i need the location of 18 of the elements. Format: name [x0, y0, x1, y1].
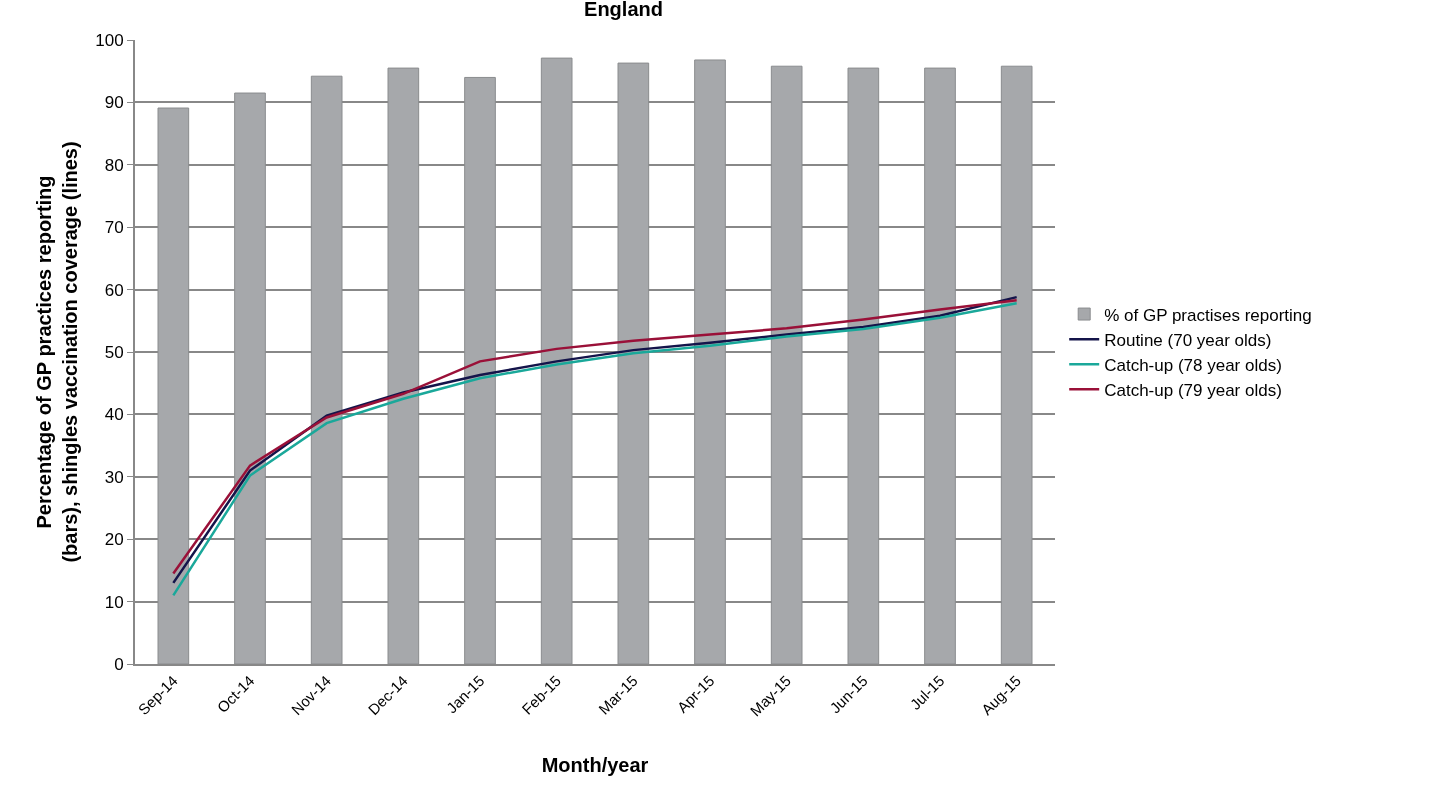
y-tick-label: 10 — [104, 592, 124, 612]
legend-label: Catch-up (79 year olds) — [1104, 380, 1282, 400]
legend-label: % of GP practises reporting — [1104, 305, 1312, 325]
y-tick-label: 30 — [104, 467, 124, 487]
y-tick-label: 80 — [104, 155, 124, 175]
y-tick-label: 70 — [104, 218, 124, 238]
chart-title: England — [584, 0, 663, 21]
y-tick-label: 40 — [104, 405, 124, 425]
y-tick-label: 100 — [95, 30, 124, 50]
y-tick-label: 90 — [104, 93, 124, 113]
y-tick-label: 0 — [114, 654, 124, 674]
y-tick-label: 20 — [104, 530, 124, 550]
legend-label: Routine (70 year olds) — [1104, 330, 1272, 350]
x-axis-title: Month/year — [541, 754, 649, 777]
y-tick-label: 50 — [104, 342, 124, 362]
y-axis-title: Percentage of GP practices reporting (bars), shingles vaccination coverage (lines) — [33, 141, 82, 563]
y-tick-label: 60 — [104, 280, 124, 300]
legend-label: Catch-up (78 year olds) — [1104, 355, 1282, 375]
